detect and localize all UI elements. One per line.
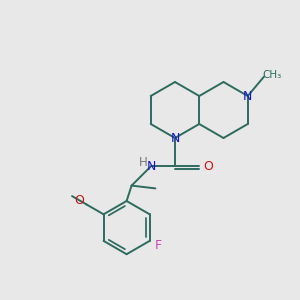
Text: N: N: [146, 160, 156, 172]
Text: H: H: [139, 157, 148, 169]
Text: N: N: [170, 131, 180, 145]
Text: O: O: [203, 160, 213, 172]
Text: O: O: [74, 194, 84, 206]
Text: N: N: [243, 89, 252, 103]
Text: CH₃: CH₃: [262, 70, 282, 80]
Text: F: F: [155, 239, 162, 252]
